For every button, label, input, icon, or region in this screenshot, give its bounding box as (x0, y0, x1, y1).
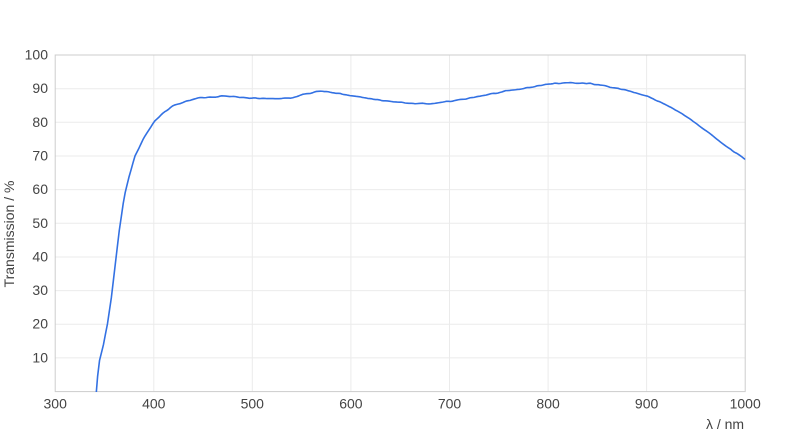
svg-text:600: 600 (339, 396, 363, 412)
svg-text:90: 90 (32, 80, 48, 96)
svg-text:80: 80 (32, 114, 48, 130)
svg-text:10: 10 (32, 349, 48, 365)
svg-text:30: 30 (32, 282, 48, 298)
svg-text:400: 400 (142, 396, 166, 412)
svg-text:50: 50 (32, 215, 48, 231)
svg-text:300: 300 (44, 396, 68, 412)
svg-text:900: 900 (635, 396, 659, 412)
svg-text:Transmission / %: Transmission / % (1, 181, 17, 288)
svg-text:700: 700 (438, 396, 462, 412)
svg-text:40: 40 (32, 248, 48, 264)
svg-text:800: 800 (536, 396, 560, 412)
svg-text:100: 100 (25, 47, 49, 63)
svg-text:500: 500 (241, 396, 265, 412)
svg-text:20: 20 (32, 316, 48, 332)
svg-text:60: 60 (32, 181, 48, 197)
svg-text:1000: 1000 (730, 396, 761, 412)
svg-text:70: 70 (32, 148, 48, 164)
svg-text:λ / nm: λ / nm (706, 416, 744, 432)
